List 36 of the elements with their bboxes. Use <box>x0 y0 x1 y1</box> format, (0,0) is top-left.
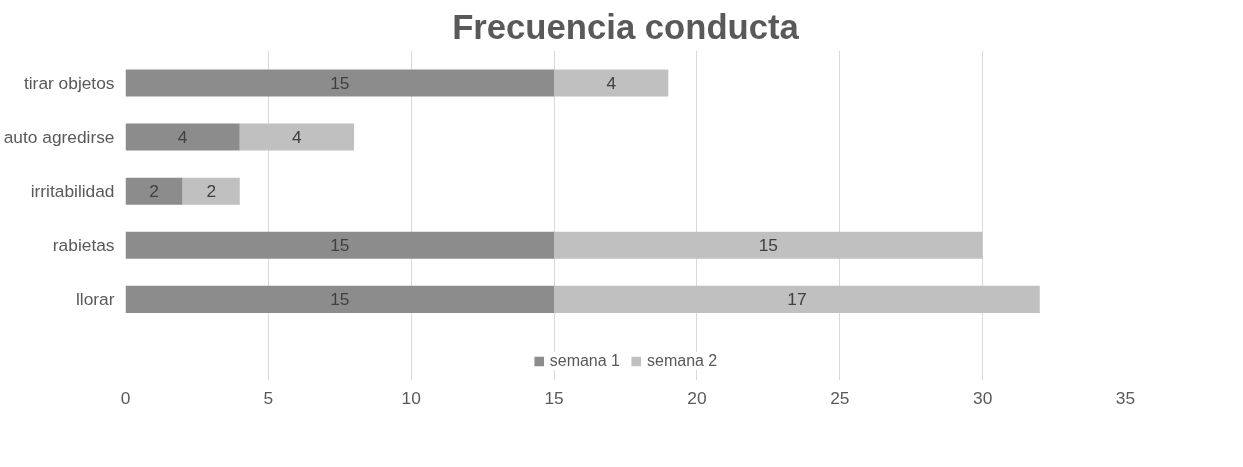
y-tick-label: auto agredirse <box>3 127 115 148</box>
bar <box>125 69 555 97</box>
x-tick-label: 0 <box>120 387 131 408</box>
legend-label: semana 1 <box>549 352 620 370</box>
chart-title: Frecuencia conducta <box>452 7 800 46</box>
y-tick-label: rabietas <box>52 235 115 256</box>
bar <box>125 177 183 205</box>
x-tick-label: 10 <box>401 387 421 408</box>
bar <box>182 177 240 205</box>
legend-label: semana 2 <box>647 352 718 370</box>
x-tick-label: 15 <box>544 387 564 408</box>
y-tick-label: llorar <box>75 289 115 310</box>
x-tick-label: 25 <box>830 387 850 408</box>
x-tick-label: 5 <box>263 387 274 408</box>
bar <box>554 231 983 259</box>
data-label: 2 <box>149 181 159 202</box>
data-label: 17 <box>787 289 807 310</box>
x-tick-label: 20 <box>687 387 707 408</box>
data-label: 15 <box>330 235 350 256</box>
bar <box>554 69 669 97</box>
bar <box>554 285 1040 313</box>
x-tick-label: 30 <box>973 387 993 408</box>
y-tick-label: irritabilidad <box>30 181 115 202</box>
data-label: 15 <box>758 235 778 256</box>
bar <box>125 285 555 313</box>
x-tick-label: 35 <box>1115 387 1136 408</box>
data-label: 2 <box>206 181 217 202</box>
bar <box>239 123 355 151</box>
data-label: 4 <box>606 72 617 93</box>
bar <box>125 231 555 259</box>
data-label: 15 <box>330 289 350 310</box>
bar <box>125 123 240 151</box>
data-label: 4 <box>292 127 303 148</box>
data-label: 15 <box>330 72 350 93</box>
y-tick-label: tirar objetos <box>23 72 115 93</box>
data-label: 4 <box>177 127 188 148</box>
